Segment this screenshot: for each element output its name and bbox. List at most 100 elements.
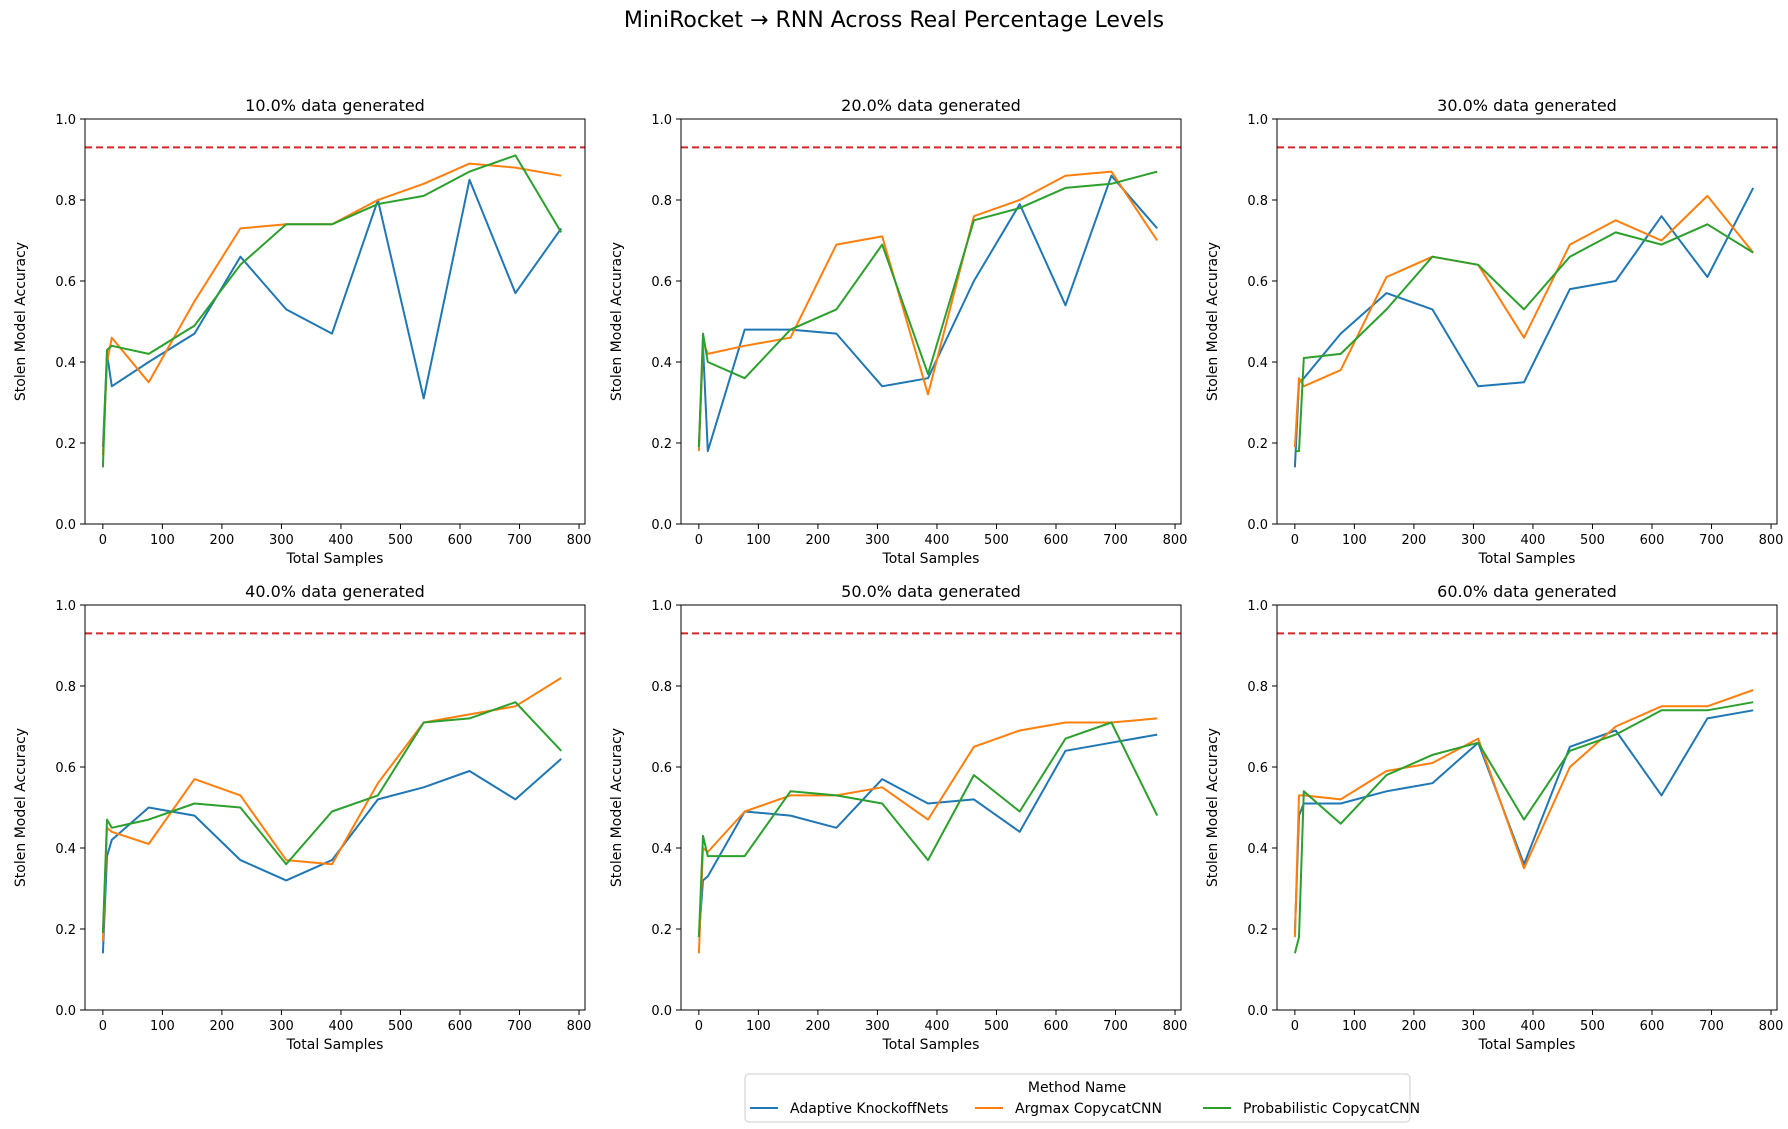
x-axis-label: Total Samples [1478, 1037, 1576, 1053]
subplot-grid: 10.0% data generated 0 100 200 300 400 500 600 7… [13, 96, 1783, 1053]
x-tick-label: 500 [1580, 1019, 1605, 1034]
plot-frame [84, 604, 586, 1011]
y-tick-label: 0.4 [1247, 356, 1268, 371]
y-axis-label: Stolen Model Accuracy [1205, 728, 1221, 887]
series-line-argmax-copycatcnn [697, 717, 1158, 954]
x-tick-label: 700 [1103, 1019, 1128, 1034]
y-axis-label: Stolen Model Accuracy [13, 242, 29, 401]
x-tick-label: 200 [805, 1019, 830, 1034]
x-tick-label: 300 [1461, 533, 1486, 548]
y-tick-label: 0.2 [1247, 923, 1268, 938]
y-tick-label: 1.0 [55, 113, 76, 128]
x-tick-label: 200 [805, 533, 830, 548]
x-tick-label: 800 [567, 533, 592, 548]
x-tick-label: 0 [695, 533, 703, 548]
series-line-adaptive-knockoffnets [101, 758, 562, 954]
legend-label: Probabilistic CopycatCNN [1243, 1101, 1420, 1117]
x-tick-label: 800 [1759, 533, 1784, 548]
y-tick-label: 0.6 [55, 761, 76, 776]
x-tick-label: 800 [1163, 1019, 1188, 1034]
subplot-title: 30.0% data generated [1437, 96, 1617, 115]
x-tick-label: 700 [1699, 533, 1724, 548]
plot-frame [1276, 604, 1778, 1011]
x-tick-label: 500 [388, 1019, 413, 1034]
y-axis-label: Stolen Model Accuracy [13, 728, 29, 887]
y-tick-label: 0.0 [1247, 518, 1268, 533]
y-tick-label: 0.4 [651, 842, 672, 857]
x-tick-label: 0 [99, 533, 107, 548]
y-tick-label: 0.6 [651, 761, 672, 776]
y-tick-label: 0.4 [55, 842, 76, 857]
y-tick-label: 0.4 [1247, 842, 1268, 857]
series-line-adaptive-knockoffnets [1293, 187, 1755, 468]
y-tick-label: 0.4 [651, 356, 672, 371]
legend: Method Name Adaptive KnockoffNets Argmax … [744, 1073, 1420, 1123]
x-tick-label: 0 [695, 1019, 703, 1034]
x-tick-label: 300 [1461, 1019, 1486, 1034]
x-tick-label: 100 [746, 1019, 771, 1034]
plot-frame [1276, 118, 1778, 525]
x-tick-label: 300 [269, 533, 294, 548]
x-tick-label: 100 [1342, 533, 1367, 548]
x-tick-label: 0 [1291, 1019, 1299, 1034]
y-tick-label: 0.2 [55, 437, 76, 452]
plot-frame [680, 604, 1182, 1011]
x-tick-label: 600 [1044, 533, 1069, 548]
x-tick-label: 500 [984, 1019, 1009, 1034]
y-tick-label: 0.0 [55, 518, 76, 533]
y-tick-label: 0.2 [1247, 437, 1268, 452]
subplot-title: 40.0% data generated [245, 582, 425, 601]
y-tick-label: 0.6 [1247, 275, 1268, 290]
x-tick-label: 400 [329, 1019, 354, 1034]
x-tick-label: 700 [1103, 533, 1128, 548]
legend-frame [744, 1073, 1411, 1123]
x-tick-label: 400 [1521, 1019, 1546, 1034]
x-tick-label: 300 [865, 533, 890, 548]
y-tick-label: 1.0 [1247, 599, 1268, 614]
y-tick-label: 0.2 [651, 437, 672, 452]
legend-title: Method Name [1028, 1080, 1126, 1096]
x-tick-label: 400 [925, 533, 950, 548]
y-tick-label: 1.0 [651, 113, 672, 128]
x-tick-label: 400 [1521, 533, 1546, 548]
x-tick-label: 700 [1699, 1019, 1724, 1034]
y-tick-label: 0.8 [1247, 680, 1268, 695]
subplot-6: 60.0% data generated 0 100 200 300 400 500 600 7… [1205, 582, 1783, 1053]
series-line-probabilistic-copycatcnn [697, 721, 1159, 938]
series-line-adaptive-knockoffnets [1293, 709, 1754, 934]
y-tick-label: 0.0 [1247, 1004, 1268, 1019]
series-line-probabilistic-copycatcnn [101, 154, 563, 468]
series-line-probabilistic-copycatcnn [697, 170, 1158, 448]
x-tick-label: 200 [1401, 1019, 1426, 1034]
series-line-argmax-copycatcnn [697, 170, 1159, 452]
legend-label: Adaptive KnockoffNets [790, 1101, 948, 1117]
x-tick-label: 600 [448, 533, 473, 548]
x-tick-label: 100 [150, 1019, 175, 1034]
x-tick-label: 100 [746, 533, 771, 548]
y-tick-label: 0.6 [55, 275, 76, 290]
x-tick-label: 600 [1640, 1019, 1665, 1034]
series-line-argmax-copycatcnn [101, 162, 562, 456]
x-tick-label: 600 [1044, 1019, 1069, 1034]
subplot-4: 40.0% data generated 0 100 200 300 400 500 600 7… [13, 582, 591, 1053]
y-tick-label: 0.8 [1247, 194, 1268, 209]
y-tick-label: 0.6 [1247, 761, 1268, 776]
x-axis-label: Total Samples [1478, 551, 1576, 567]
y-tick-label: 0.8 [651, 680, 672, 695]
y-tick-label: 1.0 [651, 599, 672, 614]
x-tick-label: 300 [865, 1019, 890, 1034]
subplot-title: 10.0% data generated [245, 96, 425, 115]
x-tick-label: 700 [507, 533, 532, 548]
subplot-5: 50.0% data generated 0 100 200 300 400 500 600 7… [609, 582, 1187, 1053]
x-tick-label: 500 [388, 533, 413, 548]
series-line-argmax-copycatcnn [1293, 689, 1754, 938]
subplot-title: 60.0% data generated [1437, 582, 1617, 601]
legend-item-probabilistic-copycatcnn: Probabilistic CopycatCNN [1203, 1101, 1420, 1117]
x-tick-label: 500 [1580, 533, 1605, 548]
series-line-adaptive-knockoffnets [697, 174, 1158, 453]
series-line-probabilistic-copycatcnn [1293, 701, 1754, 954]
x-tick-label: 0 [99, 1019, 107, 1034]
y-axis-label: Stolen Model Accuracy [609, 242, 625, 401]
x-tick-label: 600 [448, 1019, 473, 1034]
x-tick-label: 800 [1759, 1019, 1784, 1034]
